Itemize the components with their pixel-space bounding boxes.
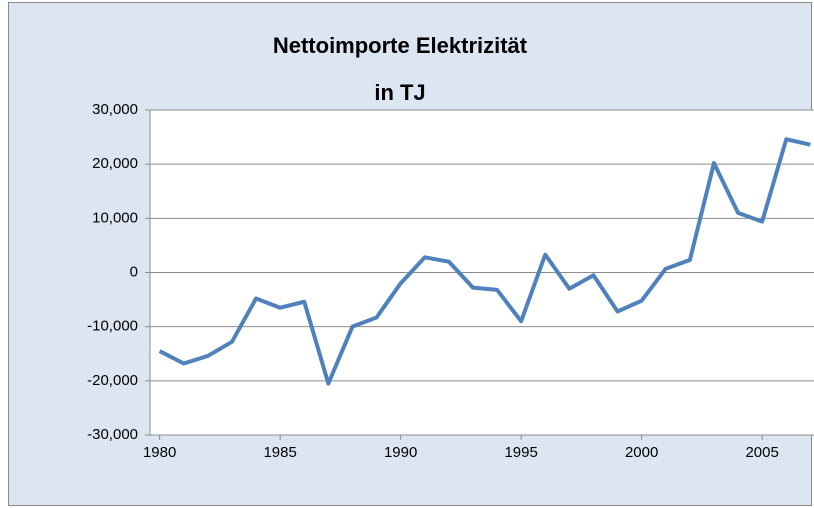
x-tick-label: 2005 bbox=[745, 444, 778, 461]
y-tick-label: 0 bbox=[130, 263, 138, 280]
x-tick-label: 1995 bbox=[504, 444, 537, 461]
y-tick-label: -20,000 bbox=[87, 372, 138, 389]
data-line bbox=[158, 137, 811, 386]
x-tick-label: 2000 bbox=[625, 444, 658, 461]
x-tick-label: 1990 bbox=[384, 444, 417, 461]
y-tick-label: -30,000 bbox=[87, 426, 138, 443]
y-tick-label: -10,000 bbox=[87, 318, 138, 335]
chart-title: in TJ bbox=[374, 80, 425, 105]
y-tick-label: 30,000 bbox=[92, 101, 138, 118]
y-tick-label: 20,000 bbox=[92, 155, 138, 172]
chart-title: Nettoimporte Elektrizität bbox=[273, 33, 528, 58]
x-tick-label: 1985 bbox=[263, 444, 296, 461]
x-tick-label: 1980 bbox=[143, 444, 176, 461]
y-tick-label: 10,000 bbox=[92, 209, 138, 226]
